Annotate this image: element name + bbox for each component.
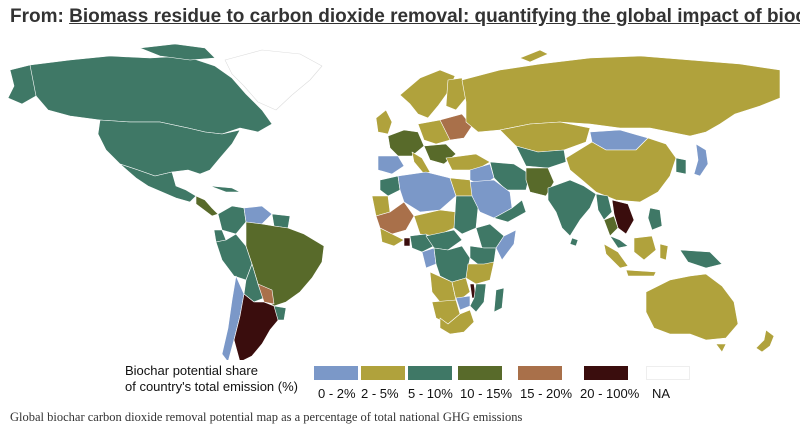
legend-label-5-10: 5 - 10% bbox=[408, 386, 453, 401]
iberia bbox=[377, 155, 405, 175]
legend-label-10-15: 10 - 15% bbox=[460, 386, 513, 401]
yemen-oman bbox=[493, 199, 527, 223]
cameroon-car bbox=[425, 229, 463, 251]
morocco bbox=[379, 175, 401, 197]
south-africa bbox=[439, 309, 475, 335]
ghana-togo bbox=[403, 237, 411, 247]
myanmar bbox=[595, 193, 613, 221]
thailand bbox=[603, 215, 619, 237]
madagascar bbox=[493, 287, 505, 313]
japan bbox=[693, 143, 709, 177]
gabon-congo bbox=[421, 247, 437, 269]
legend-title-line1: Biochar potential share bbox=[125, 363, 258, 378]
legend-swatch-10-15 bbox=[458, 366, 502, 380]
novaya-zemlya bbox=[519, 49, 549, 63]
legend-label-15-20: 15 - 20% bbox=[520, 386, 573, 401]
western-europe bbox=[387, 129, 425, 157]
greenland bbox=[224, 49, 323, 111]
cuba bbox=[209, 185, 241, 193]
uk-ireland bbox=[375, 109, 393, 135]
venezuela bbox=[243, 205, 273, 225]
west-africa bbox=[379, 227, 405, 247]
legend-swatch-0-2 bbox=[314, 366, 358, 380]
china bbox=[565, 137, 677, 203]
sumatra bbox=[603, 243, 629, 269]
australia bbox=[645, 273, 739, 341]
world-map bbox=[7, 43, 781, 360]
figure-caption: Global biochar carbon dioxide removal po… bbox=[10, 410, 523, 424]
mozambique bbox=[469, 283, 487, 313]
borneo bbox=[633, 235, 657, 261]
zambia bbox=[451, 277, 471, 301]
legend-swatch-5-10 bbox=[408, 366, 452, 380]
heading-prefix: From: bbox=[10, 6, 70, 27]
central-america bbox=[195, 195, 219, 217]
argentina bbox=[233, 293, 281, 360]
tasmania bbox=[715, 343, 727, 353]
new-zealand bbox=[755, 329, 775, 353]
alaska bbox=[7, 64, 37, 105]
italy bbox=[411, 151, 431, 175]
legend-title-line2: of country's total emission (%) bbox=[125, 379, 298, 394]
malaysia bbox=[609, 235, 629, 249]
java bbox=[625, 269, 657, 277]
legend-swatch-2-5 bbox=[361, 366, 405, 380]
legend-swatch-15-20 bbox=[518, 366, 562, 380]
korea bbox=[675, 157, 687, 175]
article-title-link[interactable]: Biomass residue to carbon dioxide remova… bbox=[69, 6, 800, 27]
indochina bbox=[611, 199, 635, 235]
central-asia bbox=[515, 145, 567, 169]
legend-label-20-100: 20 - 100% bbox=[580, 386, 640, 401]
new-guinea bbox=[679, 249, 723, 269]
uruguay bbox=[273, 305, 287, 321]
russia bbox=[461, 55, 781, 137]
philippines bbox=[647, 207, 663, 231]
sri-lanka bbox=[569, 237, 579, 247]
tanzania bbox=[465, 261, 495, 285]
finland bbox=[445, 77, 467, 111]
legend-label-na: NA bbox=[652, 386, 671, 401]
legend-title: Biochar potential share of country's tot… bbox=[125, 363, 298, 395]
legend-label-0-2: 0 - 2% bbox=[318, 386, 356, 401]
paraguay bbox=[257, 283, 275, 305]
eastern-europe bbox=[439, 113, 473, 141]
canada-islands bbox=[139, 43, 216, 61]
afghanistan-pakistan bbox=[525, 167, 555, 197]
sudan bbox=[453, 195, 479, 235]
sulawesi bbox=[659, 243, 669, 261]
legend-swatch-20-100 bbox=[584, 366, 628, 380]
somalia bbox=[495, 229, 517, 261]
scandinavia bbox=[399, 69, 456, 119]
legend-swatch-na bbox=[646, 366, 690, 380]
figure-heading: From: Biomass residue to carbon dioxide … bbox=[10, 6, 800, 28]
legend-label-2-5: 2 - 5% bbox=[361, 386, 399, 401]
india bbox=[547, 179, 597, 237]
zimbabwe bbox=[455, 295, 471, 311]
